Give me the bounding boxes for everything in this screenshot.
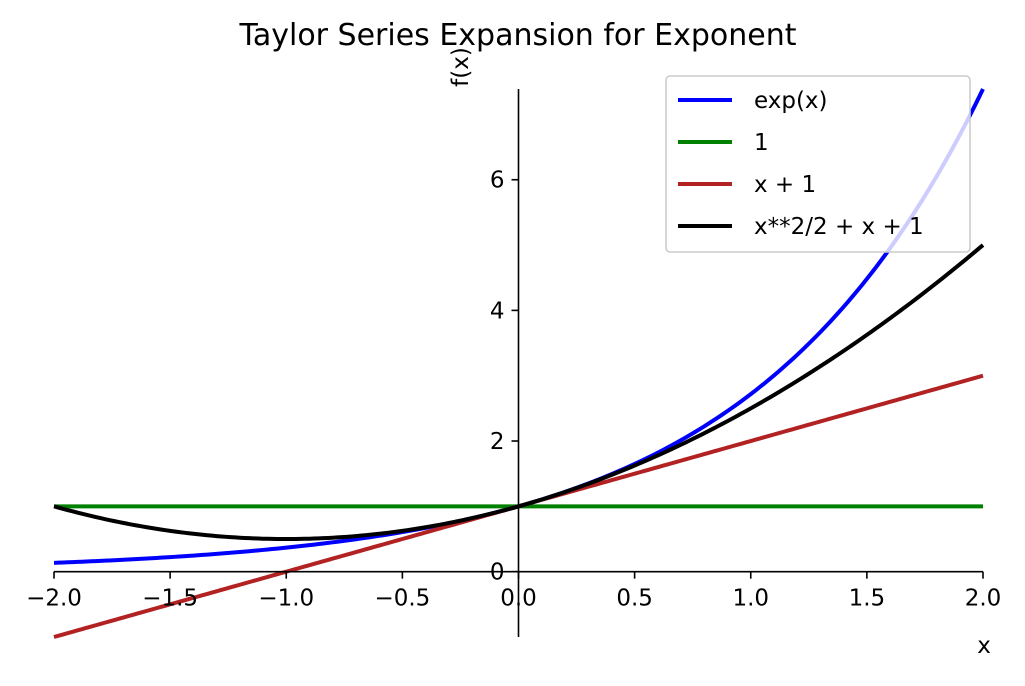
x-tick-label: −0.5 xyxy=(374,586,430,612)
x-tick-label: 1.5 xyxy=(849,586,886,612)
legend-label: x + 1 xyxy=(754,172,816,198)
x-tick-label: 1.0 xyxy=(732,586,769,612)
legend: exp(x) 1 x + 1 x**2/2 + x + 1 xyxy=(665,75,971,253)
legend-label: 1 xyxy=(754,130,769,156)
y-tick-label: 4 xyxy=(490,298,505,324)
axes-layer: −2.0 −1.5 −1.0 −0.5 0.0 0.5 1.0 1.5 2.0 0 2 4 6 xyxy=(26,89,1001,637)
x-tick-label: −1.5 xyxy=(142,586,198,612)
x-tick-label: 2.0 xyxy=(965,586,1002,612)
x-tick-label: −2.0 xyxy=(26,586,82,612)
chart-title: Taylor Series Expansion for Exponent xyxy=(238,18,796,53)
legend-label: x**2/2 + x + 1 xyxy=(754,214,924,240)
y-tick-label: 2 xyxy=(490,429,505,455)
y-axis-label: f(x) xyxy=(448,47,474,87)
x-tick-label: 0.5 xyxy=(616,586,653,612)
x-axis-label: x xyxy=(977,633,991,659)
y-tick-label: 0 xyxy=(490,560,505,586)
legend-box xyxy=(665,75,971,253)
legend-label: exp(x) xyxy=(754,88,828,114)
y-tick-label: 6 xyxy=(490,168,505,194)
x-tick-label: −1.0 xyxy=(258,586,314,612)
x-tick-label: 0.0 xyxy=(500,586,537,612)
